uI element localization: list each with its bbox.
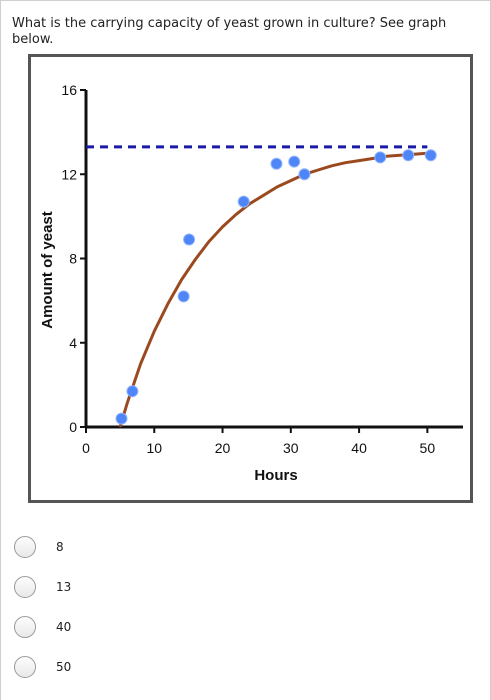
x-tick-label: 50 <box>420 440 436 456</box>
y-tick-label: 4 <box>69 335 77 351</box>
radio-button[interactable] <box>14 536 36 558</box>
data-point <box>237 195 250 208</box>
radio-button[interactable] <box>14 576 36 598</box>
data-point <box>270 157 283 170</box>
data-point <box>298 168 311 181</box>
y-tick-label: 16 <box>61 82 77 98</box>
y-tick-label: 8 <box>69 251 77 267</box>
radio-button[interactable] <box>14 616 36 638</box>
data-point <box>115 412 128 425</box>
x-tick-label: 40 <box>351 440 367 456</box>
data-point <box>374 151 387 164</box>
y-tick-label: 12 <box>61 166 77 182</box>
option-label: 8 <box>56 540 64 554</box>
data-point <box>402 149 415 162</box>
x-tick-label: 20 <box>215 440 231 456</box>
data-point <box>177 290 190 303</box>
radio-button[interactable] <box>14 656 36 678</box>
x-tick-label: 10 <box>146 440 162 456</box>
y-tick-label: 0 <box>69 419 77 435</box>
question-text: What is the carrying capacity of yeast g… <box>12 16 447 47</box>
option-label: 13 <box>56 580 72 594</box>
option-label: 50 <box>56 660 72 674</box>
x-axis-title: Hours <box>254 467 297 484</box>
x-tick-label: 30 <box>283 440 299 456</box>
data-point <box>126 385 139 398</box>
option-40[interactable]: 40 <box>14 616 71 638</box>
data-point <box>288 155 301 168</box>
chart-container: 0 4 8 12 16 0 10 20 30 40 50 Hours Amount of yeast <box>28 54 473 503</box>
growth-curve <box>118 151 428 428</box>
option-label: 40 <box>56 620 72 634</box>
option-13[interactable]: 13 <box>14 576 71 598</box>
data-point <box>183 233 196 246</box>
option-50[interactable]: 50 <box>14 656 71 678</box>
data-point <box>424 149 437 162</box>
yeast-growth-chart: 0 4 8 12 16 0 10 20 30 40 50 Hours Amount of yeast <box>39 82 463 484</box>
option-8[interactable]: 8 <box>14 536 64 558</box>
y-axis-title: Amount of yeast <box>39 211 56 329</box>
x-tick-label: 0 <box>82 440 90 456</box>
